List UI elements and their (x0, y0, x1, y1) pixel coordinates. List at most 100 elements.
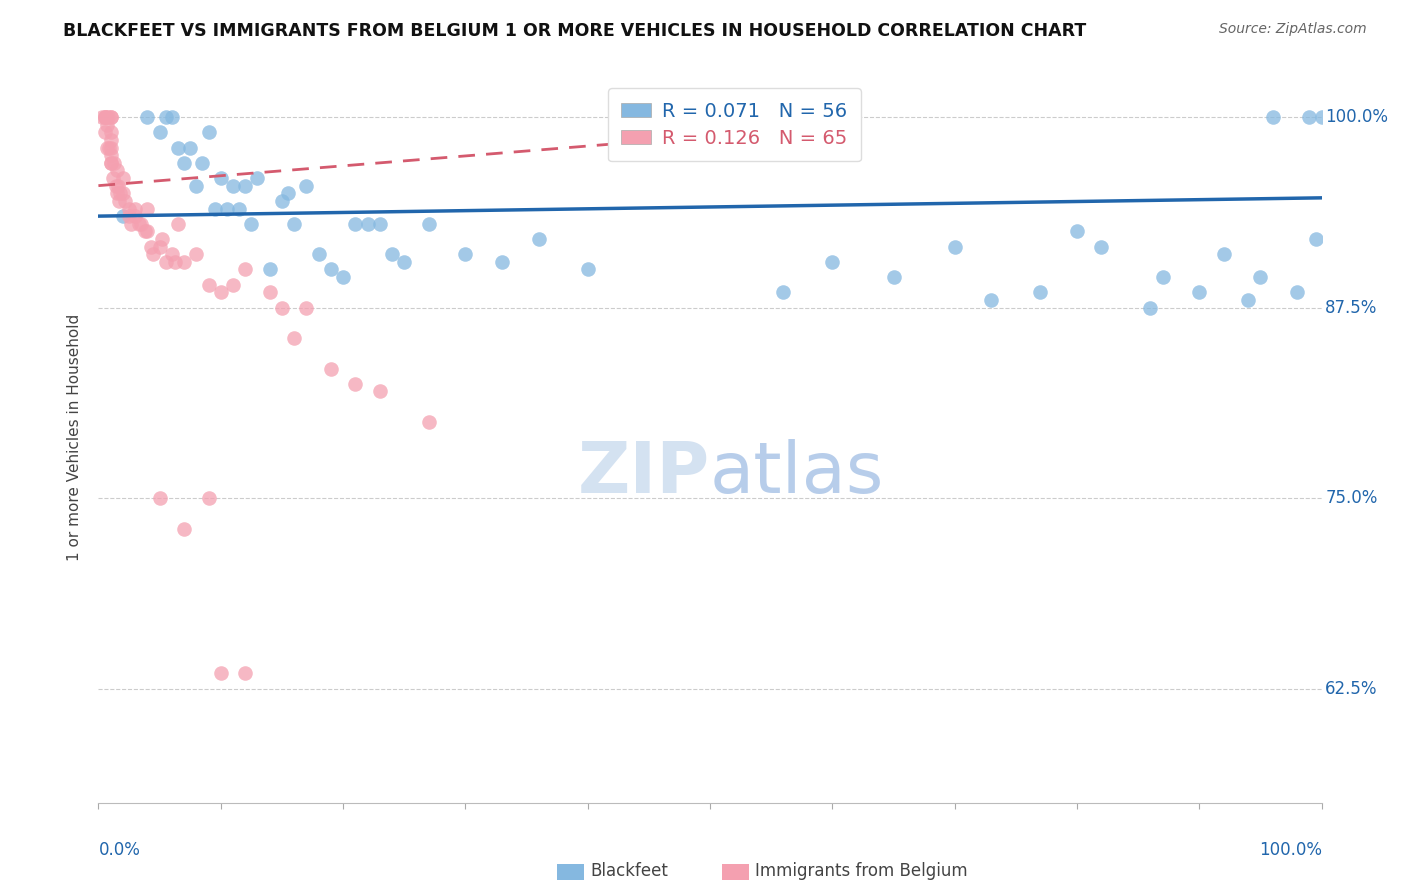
Point (167, 140, 190, 154)
Point (1090, 239, 1112, 253)
Point (576, 262, 599, 277)
Point (105, 186, 128, 201)
Point (155, 255, 177, 269)
Point (124, 202, 146, 216)
Point (1249, 270, 1271, 285)
Point (295, 301, 318, 315)
Point (139, 239, 162, 253)
Point (1286, 285, 1309, 300)
Text: 62.5%: 62.5% (1326, 680, 1378, 698)
Point (98, 140, 121, 154)
Text: Blackfeet: Blackfeet (591, 862, 668, 880)
Point (108, 194, 131, 208)
Point (173, 156, 195, 170)
Point (527, 232, 550, 246)
Point (1310, 110, 1333, 124)
Text: 100.0%: 100.0% (1326, 108, 1388, 126)
Point (1305, 232, 1327, 246)
Point (772, 285, 794, 300)
Point (150, 232, 173, 246)
Y-axis label: 1 or more Vehicles in Household: 1 or more Vehicles in Household (67, 313, 83, 561)
Point (100, 156, 122, 170)
Point (222, 178, 245, 193)
Point (1066, 224, 1088, 238)
Point (94, 110, 117, 124)
Point (100, 110, 122, 124)
Point (356, 217, 378, 231)
Point (136, 202, 159, 216)
Point (114, 194, 136, 208)
Point (100, 125, 122, 139)
Point (1152, 270, 1174, 285)
Point (197, 277, 219, 292)
Point (215, 202, 238, 216)
Point (186, 247, 208, 261)
Point (155, 110, 177, 124)
Point (120, 217, 142, 231)
Point (821, 255, 844, 269)
Text: Immigrants from Belgium: Immigrants from Belgium (755, 862, 967, 880)
Point (233, 178, 256, 193)
Point (160, 110, 183, 124)
Point (332, 270, 354, 285)
Point (91, 110, 114, 124)
Point (97, 110, 120, 124)
Point (149, 239, 172, 253)
Point (136, 224, 159, 238)
Point (381, 247, 404, 261)
Text: ZIP: ZIP (578, 439, 710, 508)
Point (418, 415, 440, 429)
Point (270, 301, 294, 315)
Point (149, 491, 172, 505)
Point (295, 178, 318, 193)
Point (319, 262, 342, 277)
Point (111, 209, 134, 223)
Point (103, 156, 125, 170)
Point (1212, 247, 1234, 261)
Point (191, 156, 214, 170)
Point (111, 186, 134, 201)
Point (233, 262, 256, 277)
Point (129, 217, 152, 231)
Point (418, 217, 440, 231)
Point (173, 255, 195, 269)
Point (204, 202, 226, 216)
Point (1139, 301, 1161, 315)
Point (111, 171, 134, 186)
Point (167, 217, 190, 231)
Point (222, 277, 245, 292)
Point (100, 148, 122, 162)
Point (100, 133, 122, 147)
Point (209, 285, 232, 300)
Point (228, 202, 250, 216)
Point (96, 140, 118, 154)
Point (980, 293, 1002, 307)
Point (101, 171, 124, 186)
Point (186, 178, 208, 193)
FancyBboxPatch shape (723, 863, 749, 880)
Point (100, 110, 122, 124)
Point (96, 118, 118, 132)
Point (107, 178, 129, 193)
Point (246, 171, 269, 186)
Point (1237, 293, 1260, 307)
Point (1188, 285, 1211, 300)
Point (240, 217, 263, 231)
Point (259, 285, 281, 300)
Point (883, 270, 905, 285)
Text: Source: ZipAtlas.com: Source: ZipAtlas.com (1219, 22, 1367, 37)
Point (100, 140, 122, 154)
Point (344, 376, 367, 391)
Point (1261, 110, 1284, 124)
Point (142, 247, 165, 261)
Point (134, 224, 156, 238)
Point (368, 217, 391, 231)
Point (173, 522, 195, 536)
Point (197, 125, 219, 139)
Point (270, 194, 294, 208)
Point (308, 247, 330, 261)
Point (179, 140, 201, 154)
Text: 75.0%: 75.0% (1326, 489, 1378, 507)
Point (165, 255, 187, 269)
Legend: R = 0.071   N = 56, R = 0.126   N = 65: R = 0.071 N = 56, R = 0.126 N = 65 (607, 88, 860, 161)
